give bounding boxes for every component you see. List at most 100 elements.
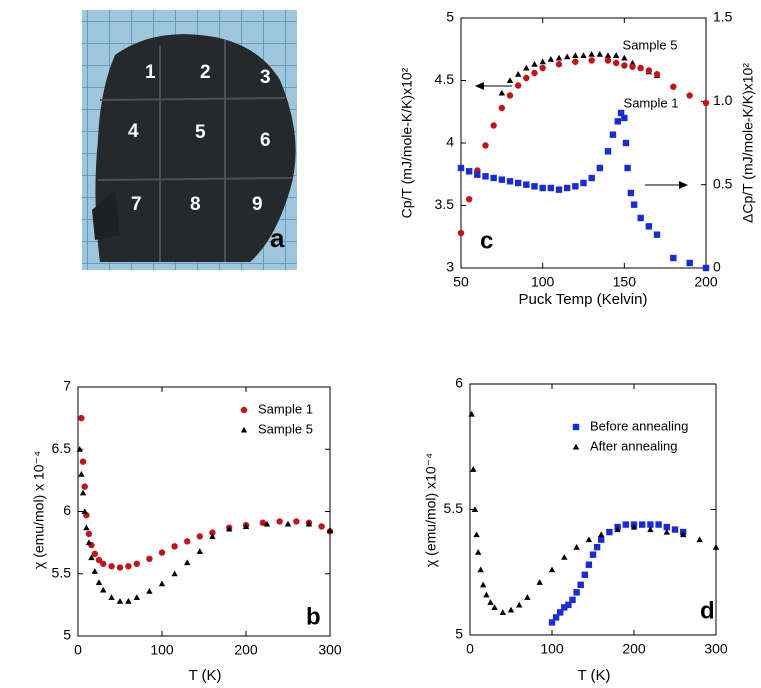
- point: [596, 164, 604, 172]
- point: [91, 568, 98, 574]
- point: [499, 609, 506, 615]
- point: [539, 58, 546, 65]
- y-tick-label: 5.5: [52, 564, 72, 580]
- point: [663, 523, 670, 531]
- point: [85, 539, 93, 546]
- point: [561, 553, 568, 560]
- photo-label: 4: [128, 121, 139, 142]
- point: [588, 57, 595, 64]
- point: [79, 489, 87, 496]
- y-tick-label: 4.5: [435, 71, 455, 87]
- y2-tick-label: 0.5: [713, 175, 733, 191]
- point: [498, 104, 506, 112]
- point: [645, 223, 653, 230]
- point: [490, 174, 497, 182]
- point: [471, 506, 479, 513]
- photo-label: 6: [260, 130, 271, 151]
- point: [580, 179, 587, 187]
- point: [523, 181, 530, 188]
- point: [612, 59, 620, 67]
- point: [696, 536, 703, 543]
- point: [498, 89, 506, 96]
- point: [108, 594, 115, 600]
- point: [555, 61, 563, 68]
- point: [563, 184, 571, 192]
- point: [663, 528, 670, 535]
- y-axis-label: χ (emu/mol) x10⁻⁴: [423, 453, 439, 567]
- point: [637, 214, 644, 222]
- sample-disc: [95, 34, 296, 262]
- point: [702, 99, 710, 107]
- point: [604, 52, 612, 59]
- x-axis-label: T (K): [188, 667, 221, 684]
- x-tick-label: 300: [704, 641, 728, 657]
- point: [100, 560, 107, 567]
- point: [196, 533, 203, 540]
- photo-label: 5: [195, 122, 206, 143]
- point: [305, 520, 313, 527]
- point: [85, 530, 93, 538]
- point: [555, 186, 563, 193]
- point: [630, 523, 638, 530]
- point: [622, 521, 629, 528]
- point: [514, 71, 522, 77]
- y-tick-label: 6: [63, 502, 71, 518]
- panel-label: a: [270, 223, 285, 253]
- point: [482, 173, 489, 180]
- point: [474, 171, 481, 178]
- legend-label: After annealing: [590, 438, 677, 453]
- point: [655, 521, 662, 528]
- point: [670, 254, 677, 262]
- point: [598, 536, 605, 543]
- point: [585, 536, 593, 543]
- point: [79, 458, 87, 465]
- point: [573, 543, 580, 550]
- point: [598, 531, 605, 538]
- y2-tick-label: 1.5: [713, 9, 733, 25]
- point: [184, 559, 191, 566]
- y-tick-label: 5.5: [444, 500, 464, 516]
- x-tick-label: 150: [613, 274, 637, 290]
- point: [209, 533, 216, 539]
- arrows: [475, 82, 688, 189]
- x-tick-label: 200: [694, 274, 718, 290]
- point: [604, 148, 612, 155]
- point: [483, 591, 490, 598]
- point: [184, 538, 191, 545]
- point: [318, 523, 325, 530]
- point: [116, 564, 124, 571]
- point: [490, 122, 497, 129]
- point: [588, 174, 595, 182]
- point: [548, 566, 556, 573]
- point: [514, 179, 522, 187]
- point: [506, 178, 514, 185]
- point: [580, 52, 587, 59]
- legend-marker: [240, 406, 248, 414]
- point: [242, 523, 250, 529]
- point: [622, 139, 630, 147]
- point: [573, 589, 580, 596]
- point: [81, 483, 88, 490]
- point: [531, 183, 538, 190]
- legend-label: Before annealing: [590, 418, 688, 433]
- point: [133, 594, 140, 600]
- point: [514, 82, 522, 89]
- point: [552, 614, 560, 621]
- y-axis-label: Cp/T (mJ/mole-K/K)x10²: [399, 67, 415, 218]
- point: [653, 231, 661, 238]
- photo-label: 7: [131, 194, 142, 215]
- point: [171, 543, 178, 550]
- point: [539, 184, 546, 192]
- point: [585, 561, 593, 568]
- y2-axis-label: ΔCp/T (mJ/mole-K/K)x10²: [740, 63, 756, 223]
- photo-label: 9: [252, 194, 263, 215]
- point: [457, 164, 465, 172]
- point: [670, 83, 677, 90]
- point: [614, 118, 621, 125]
- point: [548, 619, 556, 626]
- point: [569, 596, 576, 604]
- point: [477, 566, 484, 573]
- point: [629, 63, 636, 70]
- point: [555, 54, 563, 61]
